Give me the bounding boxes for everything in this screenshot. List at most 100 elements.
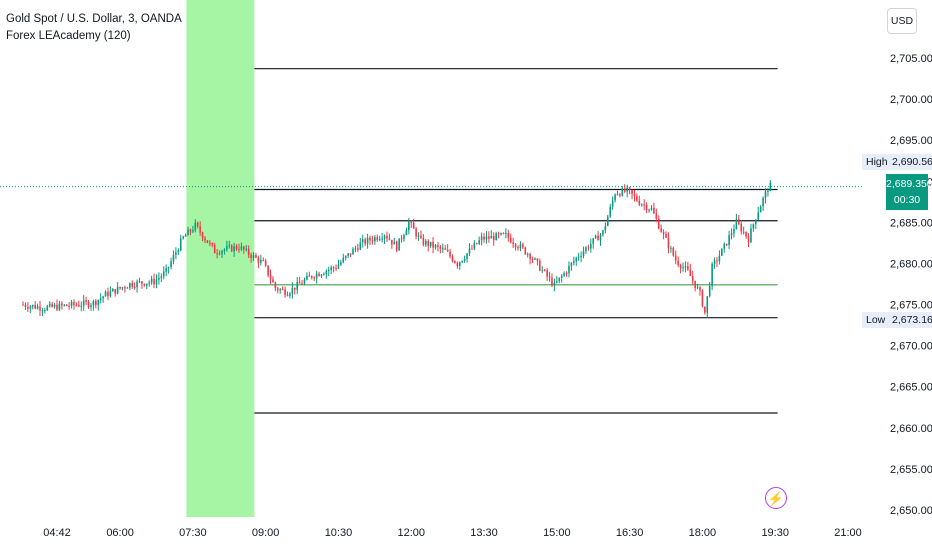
candle-body-195 — [495, 233, 497, 241]
x-tick-label-3: 09:00 — [252, 527, 280, 539]
x-tick-label-2: 07:30 — [179, 527, 207, 539]
candle-body-68 — [187, 229, 189, 236]
candle-body-83 — [223, 249, 226, 252]
candle-body-177 — [451, 256, 454, 262]
candle-body-30 — [95, 301, 97, 305]
candle-body-173 — [441, 248, 444, 250]
candle-body-51 — [145, 283, 148, 286]
candle-body-291 — [728, 235, 730, 246]
candle-body-1 — [24, 304, 27, 308]
candle-body-167 — [427, 241, 430, 247]
candle-body-48 — [138, 281, 141, 283]
candle-body-211 — [534, 258, 536, 260]
candle-body-4 — [31, 305, 34, 307]
candle-body-257 — [645, 204, 648, 210]
candle-body-32 — [99, 298, 102, 301]
candle-body-263 — [660, 228, 662, 233]
x-tick-label-9: 18:00 — [689, 527, 717, 539]
candle-body-119 — [310, 276, 313, 278]
candle-body-134 — [347, 253, 349, 256]
candle-body-206 — [522, 244, 524, 248]
candle-body-255 — [640, 204, 643, 206]
candle-body-160 — [410, 221, 413, 223]
candle-body-15 — [58, 303, 61, 310]
high-label-tag: High — [862, 154, 892, 170]
candle-body-95 — [252, 255, 255, 259]
candle-body-296 — [740, 223, 743, 232]
candle-body-197 — [500, 233, 502, 235]
candle-body-293 — [733, 229, 735, 234]
candle-body-71 — [194, 222, 197, 231]
candle-body-21 — [73, 301, 75, 305]
low-label-tag: Low — [862, 312, 890, 328]
candle-body-85 — [228, 245, 231, 247]
candle-body-110 — [289, 293, 291, 296]
candle-body-301 — [752, 224, 755, 229]
candle-body-40 — [119, 286, 121, 289]
candle-body-280 — [701, 290, 704, 307]
candle-body-133 — [344, 255, 347, 258]
candle-body-102 — [269, 275, 272, 280]
candle-body-214 — [541, 269, 544, 271]
y-tick-label-11: 2,650.000 — [890, 505, 932, 517]
candle-body-148 — [381, 238, 383, 240]
candle-body-297 — [742, 231, 745, 233]
candle-body-33 — [102, 296, 104, 299]
candle-body-272 — [682, 267, 684, 269]
candle-body-67 — [184, 235, 187, 237]
candle-body-161 — [412, 222, 415, 229]
indicator-title[interactable]: Forex LEAcademy (120) — [6, 30, 131, 42]
candle-body-200 — [507, 232, 510, 238]
candle-body-127 — [330, 267, 332, 270]
candle-body-289 — [723, 243, 726, 249]
candle-body-78 — [211, 242, 214, 245]
candle-body-286 — [716, 260, 718, 262]
candle-body-57 — [160, 276, 163, 278]
candle-body-38 — [114, 289, 117, 294]
candle-body-135 — [349, 253, 352, 255]
candle-body-204 — [517, 247, 519, 249]
candle-body-282 — [706, 296, 709, 313]
candle-body-192 — [488, 236, 490, 239]
currency-button[interactable]: USD — [887, 8, 917, 34]
candle-body-219 — [553, 282, 556, 286]
symbol-title: Gold Spot / U.S. Dollar, 3, OANDA — [6, 13, 182, 25]
candle-body-47 — [136, 281, 138, 288]
candle-body-89 — [238, 249, 240, 251]
y-tick-label-5: 2,680.000 — [890, 258, 932, 270]
candle-body-35 — [107, 291, 109, 297]
candle-body-172 — [439, 246, 442, 249]
candle-body-271 — [679, 265, 682, 269]
candle-body-250 — [628, 187, 631, 191]
candle-body-111 — [291, 287, 294, 294]
candle-body-96 — [255, 255, 257, 258]
x-tick-label-1: 06:00 — [106, 527, 134, 539]
candle-body-299 — [747, 236, 750, 243]
candle-body-159 — [408, 221, 410, 231]
candle-body-292 — [730, 233, 733, 236]
candle-body-122 — [318, 273, 320, 277]
candle-body-107 — [281, 289, 284, 291]
candle-body-298 — [745, 231, 747, 237]
candle-body-138 — [357, 248, 359, 250]
candle-body-36 — [109, 291, 112, 297]
candle-body-241 — [606, 216, 609, 226]
candle-body-118 — [308, 275, 311, 277]
candle-body-203 — [514, 244, 517, 248]
candle-body-247 — [621, 188, 624, 196]
candle-body-52 — [148, 282, 151, 284]
lightning-bolt-icon[interactable]: ⚡ — [765, 487, 787, 509]
candle-body-162 — [415, 228, 417, 237]
candle-body-180 — [458, 262, 461, 266]
candle-body-212 — [536, 258, 539, 261]
candle-body-187 — [475, 243, 478, 245]
candle-body-226 — [570, 262, 573, 266]
candle-body-125 — [325, 271, 328, 275]
y-tick-label-0: 2,705.000 — [890, 53, 932, 65]
candle-body-169 — [432, 241, 434, 248]
candle-body-175 — [446, 249, 449, 252]
candle-body-157 — [403, 235, 405, 240]
candle-body-101 — [267, 265, 269, 276]
candle-body-202 — [512, 242, 514, 245]
